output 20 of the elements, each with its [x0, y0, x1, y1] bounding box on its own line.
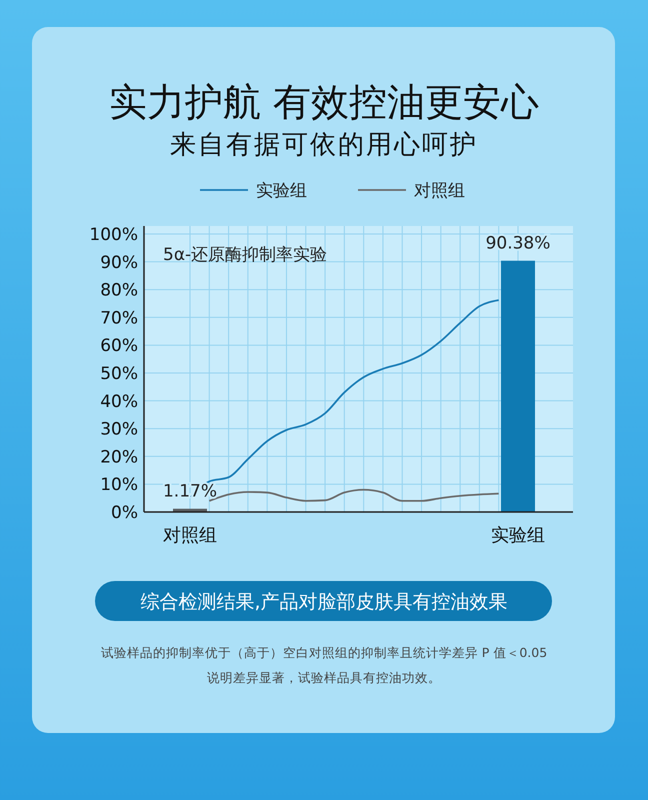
data-label: 90.38% [486, 234, 550, 254]
text: 试验样品的抑制率优于（高于）空白对照组的抑制率且统计学差异 P 值＜0.05 [100, 645, 548, 660]
y-tick-label: 30% [100, 420, 138, 440]
y-tick-label: 60% [100, 336, 138, 356]
text: 综合检测结果,产品对脸部皮肤具有控油效果 [140, 591, 508, 613]
y-tick-label: 100% [89, 224, 138, 245]
legend-label: 对照组 [414, 181, 465, 201]
y-tick-label: 0% [111, 502, 138, 523]
legend-label: 实验组 [256, 181, 307, 201]
y-tick-label: 20% [100, 447, 138, 468]
chart-title: 实力护航 有效控油更安心 [108, 80, 540, 124]
chart-subtitle: 来自有据可依的用心呵护 [170, 130, 478, 160]
y-tick-label: 90% [100, 252, 138, 273]
y-tick-label: 50% [100, 364, 138, 384]
y-tick-label: 80% [100, 280, 138, 301]
y-tick-label: 10% [100, 475, 138, 496]
y-tick-label: 40% [100, 392, 138, 412]
y-tick-label: 70% [100, 308, 138, 328]
annotation: 5α-还原酶抑制率实验 [163, 245, 328, 265]
text: 说明差异显著，试验样品具有控油功效。 [207, 670, 441, 685]
